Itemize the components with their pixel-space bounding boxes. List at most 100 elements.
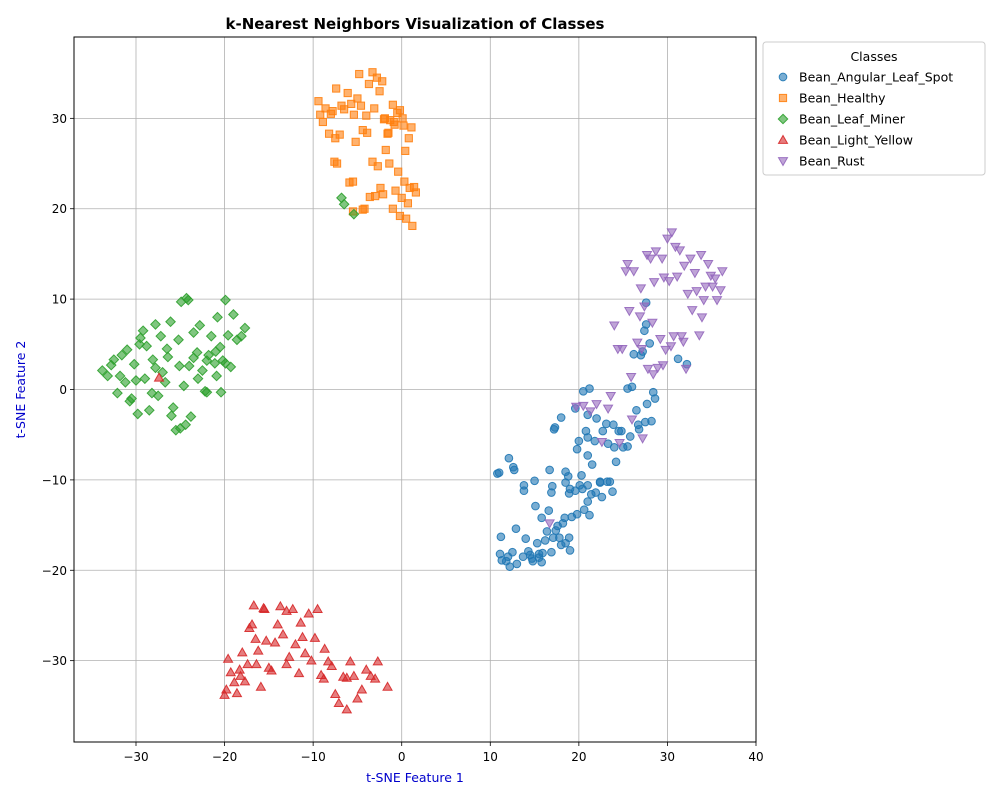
data-point [596,438,608,448]
data-point [676,332,687,342]
data-point [595,477,605,487]
data-point [194,319,206,331]
data-point [178,380,190,392]
data-point [625,432,635,441]
data-point [538,548,547,558]
data-point [360,204,369,213]
data-point [326,660,338,670]
data-point [355,69,364,79]
legend-label: Bean_Rust [799,154,865,169]
series-Bean_Leaf_Miner [96,192,360,436]
data-point [555,533,564,543]
data-point [231,687,243,698]
data-point [403,199,413,208]
data-point [348,208,360,220]
data-point [623,306,635,317]
data-point [583,433,593,442]
data-point [591,488,601,497]
data-point [215,386,227,398]
series-Bean_Healthy [314,68,420,231]
data-point [373,162,382,171]
data-point [691,287,703,297]
data-point [332,84,341,93]
data-point [360,664,372,674]
data-point [389,117,398,127]
series-Bean_Light_Yellow [153,372,393,714]
data-point [341,703,353,714]
data-point [402,214,411,223]
data-point [143,404,155,416]
data-point [153,372,165,382]
data-point [578,484,587,494]
data-point [211,370,223,382]
data-point [598,426,608,436]
legend-label: Bean_Leaf_Miner [799,112,906,127]
data-point [188,327,200,338]
data-point [521,534,531,543]
data-point [519,486,529,496]
data-point [293,667,305,678]
data-point [715,286,726,296]
data-point [634,424,644,434]
chart-title: k-Nearest Neighbors Visualization of Cla… [226,15,605,33]
data-point [531,501,540,511]
x-tick-label: −20 [212,750,237,764]
data-point [628,267,640,277]
data-point [527,554,537,563]
y-tick-label: −30 [42,654,67,668]
data-point [564,533,574,543]
data-point [696,313,708,323]
data-point [642,399,652,409]
legend: Classes Bean_Angular_Leaf_Spot Bean_Healt… [762,41,986,176]
data-point [645,254,656,264]
data-point [709,274,721,284]
data-point [587,460,597,469]
data-point [235,330,247,342]
data-point [343,88,352,98]
data-point [352,693,363,703]
data-point [185,411,197,423]
x-tick-label: −30 [123,750,148,764]
data-point [602,477,612,487]
data-point [116,349,128,361]
data-point [379,115,389,124]
data-point [404,134,413,143]
axis-ticks: −30 −20 −10 0 10 20 30 40 −30 −20 −10 0 10 20 30 [42,112,764,764]
data-point [711,296,723,306]
x-tick-label: 10 [483,750,498,764]
data-point [266,665,277,675]
data-point [660,345,672,356]
data-point [635,284,647,294]
data-point [344,656,356,666]
data-point [329,688,341,698]
y-tick-label: −10 [42,473,67,487]
data-point [650,394,660,403]
legend-marker [778,72,788,82]
data-point [318,673,330,683]
data-point [272,618,284,629]
legend-label: Bean_Angular_Leaf_Spot [799,70,953,85]
data-point [511,524,521,534]
data-point [408,221,417,231]
data-point [128,358,140,370]
data-point [210,346,222,357]
data-point [620,267,632,277]
data-point [309,632,321,642]
data-point [219,689,230,699]
data-point [395,106,405,115]
data-point [572,509,582,519]
data-point [693,331,705,341]
data-point [570,402,582,413]
data-point [201,386,213,398]
data-point [306,655,317,665]
data-point [201,355,213,367]
data-point [297,631,308,642]
data-point [369,673,381,683]
data-point [182,294,194,306]
data-point [579,505,589,515]
data-point [220,294,231,306]
data-point [225,666,237,677]
data-point [222,653,234,663]
data-point [650,247,662,257]
